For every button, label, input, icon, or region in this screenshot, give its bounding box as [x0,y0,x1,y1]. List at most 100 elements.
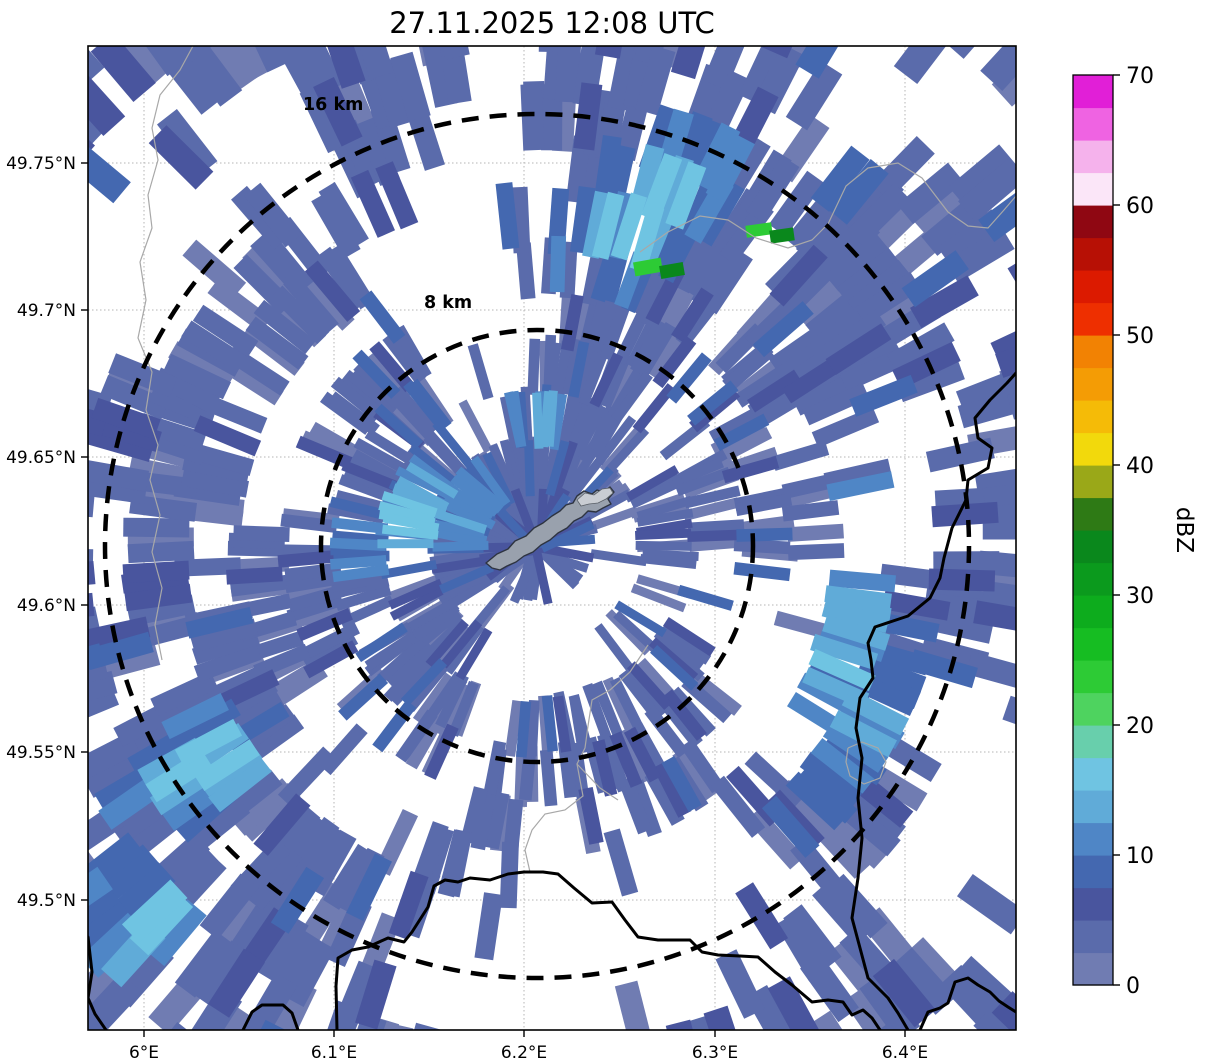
radar-cell [174,929,235,998]
radar-cell [908,649,978,689]
radar-cell [767,976,822,1030]
radar-cell [826,471,895,502]
radar-cell [239,46,293,73]
radar-cell [190,618,259,653]
radar-cell [687,380,739,426]
radar-cell [640,554,697,569]
x-tick-label: 6°E [129,1043,159,1063]
radar-cell [746,155,800,223]
radar-cell [303,640,359,679]
radar-cell [702,250,753,315]
radar-cell [925,437,995,473]
y-tick-label: 49.55°N [6,743,76,763]
radar-cell [509,548,541,604]
radar-cell [1007,234,1016,292]
radar-cell [821,733,887,786]
radar-cell [329,555,387,570]
radar-cell [163,353,232,400]
axis-tick-labels: 6°E 6.1°E 6.2°E 6.3°E 6.4°E 49.75°N 49.7°N 49.6… [6,154,928,1063]
radar-cell [284,571,342,594]
radar-cell [329,496,387,521]
radar-cell [810,633,879,670]
radar-cell [412,609,462,653]
radar-cell [194,739,260,791]
radar-cell [377,637,426,683]
radar-cell [395,466,450,499]
radar-cell [174,718,243,767]
radar-cell [509,390,527,448]
radar-cell [847,183,911,247]
radar-cell [233,525,290,542]
radar-cell [88,67,126,137]
range-ring [318,327,756,765]
admin-boundary-line [576,763,619,801]
range-ring-label: 16 km [303,95,363,115]
radar-cell [182,239,247,299]
x-tick-label: 6.2°E [501,1043,547,1063]
radar-cell [287,584,345,612]
radar-cell [429,527,487,548]
radar-cell [822,720,889,773]
colorbar-segment [1073,920,1113,954]
radar-cell [88,80,110,147]
radar-cell [948,144,1016,208]
radar-cell [270,285,330,345]
radar-cell [658,696,703,749]
radar-cell [956,873,1016,935]
colorbar-segment [1073,237,1113,271]
radar-cell [807,1010,866,1030]
radar-cell [648,637,699,683]
colorbar-segment [1073,75,1113,109]
radar-cell [350,46,394,80]
colorbar-segment [1073,757,1113,791]
radar-cell [675,466,732,497]
colorbar-segment [1073,107,1113,141]
y-tick-label: 49.5°N [17,891,76,911]
plot-title: 27.11.2025 12:08 UTC [389,6,715,40]
radar-cell [785,771,848,831]
radar-cell [780,256,841,317]
radar-cell [388,870,429,940]
radar-cell [746,369,802,413]
radar-cell [595,415,637,466]
colorbar-frame [1072,74,1114,986]
radar-cell [318,182,369,249]
radar-cell [560,293,584,352]
radar-cell [557,741,578,799]
radar-cell [296,608,353,642]
radar-cell [161,693,229,740]
radar-cell [891,947,956,1015]
radar-cell [799,751,865,806]
radar-cell [611,371,653,423]
radar-cell [808,648,876,691]
range-ring [102,111,972,981]
radar-cell [88,377,113,419]
radar-cell [148,125,214,190]
radar-cell [426,430,471,479]
colorbar-tick-label: 20 [1126,714,1154,739]
radar-cell [129,494,198,522]
radar-cell [565,453,607,504]
radar-cell [150,671,219,716]
radar-cell [503,798,524,857]
radar-cell [458,399,493,454]
radar-cell [785,61,843,131]
radar-cell [644,705,689,759]
radar-cell-strong [769,227,795,244]
radar-cell [601,245,631,304]
radar-cell [444,623,485,675]
radar-cell [602,676,636,733]
radar-cell [393,385,439,435]
radar-cell [683,485,741,509]
colorbar-segment [1073,725,1113,759]
radar-cell [332,564,390,583]
radar-cell [626,661,673,711]
radar-cell [705,134,755,203]
radar-cell [293,601,351,628]
radar-cell [207,948,266,1018]
admin-boundary-line [137,46,194,661]
country-border-line [88,935,108,1030]
radar-cell [88,899,136,963]
radar-cell [655,155,694,224]
radar-cell [372,700,417,753]
